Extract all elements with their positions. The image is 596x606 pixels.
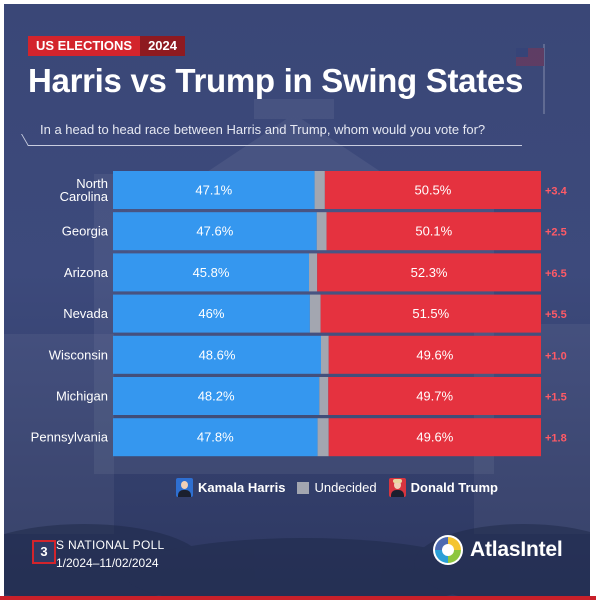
data-label-trump: 50.5% [414, 183, 451, 198]
category-label: Michigan [56, 389, 108, 404]
data-label-trump: 51.5% [412, 306, 449, 321]
bar-harris [113, 418, 318, 457]
harris-avatar-icon [176, 478, 193, 497]
margin-label: +1.5 [545, 392, 567, 404]
category-label: Arizona [64, 265, 109, 280]
data-label-harris: 46% [198, 306, 224, 321]
margin-label: +1.8 [545, 433, 567, 445]
bar-undecided [314, 171, 325, 209]
bar-trump [326, 212, 541, 251]
data-label-trump: 52.3% [411, 265, 448, 280]
bar-trump [328, 335, 541, 374]
infographic-card: US ELECTIONS 2024 Harris vs Trump in Swi… [4, 4, 590, 598]
page-subtitle: In a head to head race between Harris an… [40, 122, 486, 137]
category-label: Carolina [60, 189, 109, 204]
bar-undecided [319, 377, 329, 415]
bar-harris [113, 335, 322, 374]
legend-item-undecided: Undecided [297, 480, 377, 495]
margin-label: +6.5 [545, 268, 567, 280]
bar-undecided [309, 294, 321, 333]
poll-name: S NATIONAL POLL [56, 538, 165, 552]
margin-label: +2.5 [545, 227, 567, 239]
trump-avatar-icon [388, 478, 406, 497]
page-number-badge: 3 [32, 540, 56, 564]
category-label: North [76, 176, 108, 191]
margin-label: +1.0 [545, 350, 567, 362]
bar-trump [317, 253, 541, 292]
margin-label: +5.5 [545, 309, 567, 321]
legend-label-harris: Kamala Harris [198, 480, 286, 495]
bar-trump [324, 171, 541, 209]
atlasintel-logo-text: AtlasIntel [470, 538, 563, 561]
bar-trump [320, 294, 541, 333]
data-label-trump: 49.6% [416, 347, 453, 362]
data-label-harris: 45.8% [193, 265, 230, 280]
legend-item-trump: Donald Trump [388, 478, 498, 497]
bar-undecided [317, 418, 329, 457]
legend-label-undecided: Undecided [314, 480, 377, 495]
bar-harris [113, 171, 315, 209]
chart-legend: Kamala Harris Undecided Donald Trump [176, 478, 510, 497]
data-label-trump: 49.6% [416, 430, 453, 445]
page-title: Harris vs Trump in Swing States [28, 62, 524, 99]
poll-dates: 1/2024–11/02/2024 [56, 556, 159, 570]
bar-trump [328, 377, 541, 415]
category-label: Wisconsin [49, 347, 108, 362]
bar-harris [113, 294, 310, 333]
data-label-harris: 48.2% [198, 389, 235, 404]
bar-trump [328, 418, 541, 457]
data-label-harris: 47.6% [196, 224, 233, 239]
category-label: Nevada [63, 306, 109, 321]
bar-undecided [321, 335, 329, 374]
data-label-trump: 50.1% [415, 224, 452, 239]
bar-harris [113, 212, 317, 251]
badge-category: US ELECTIONS [28, 36, 141, 56]
data-label-harris: 47.1% [195, 183, 232, 198]
bottom-accent-bar [0, 596, 596, 600]
bar-harris [113, 253, 310, 292]
category-label: Pennsylvania [31, 430, 109, 445]
data-label-harris: 47.8% [197, 430, 234, 445]
undecided-swatch [297, 481, 310, 494]
data-label-harris: 48.6% [199, 347, 236, 362]
atlasintel-logo-icon [433, 535, 463, 565]
margin-label: +3.4 [545, 186, 568, 198]
bar-harris [113, 377, 320, 415]
bar-undecided [309, 253, 318, 292]
atlasintel-logo: AtlasIntel [432, 534, 563, 566]
bar-undecided [316, 212, 327, 251]
category-label: Georgia [62, 224, 109, 239]
legend-item-harris: Kamala Harris [176, 478, 285, 497]
section-badge: US ELECTIONS 2024 [28, 36, 185, 56]
legend-label-trump: Donald Trump [410, 480, 498, 495]
data-label-trump: 49.7% [416, 389, 453, 404]
badge-year: 2024 [140, 36, 185, 56]
subtitle-underline [28, 145, 522, 146]
